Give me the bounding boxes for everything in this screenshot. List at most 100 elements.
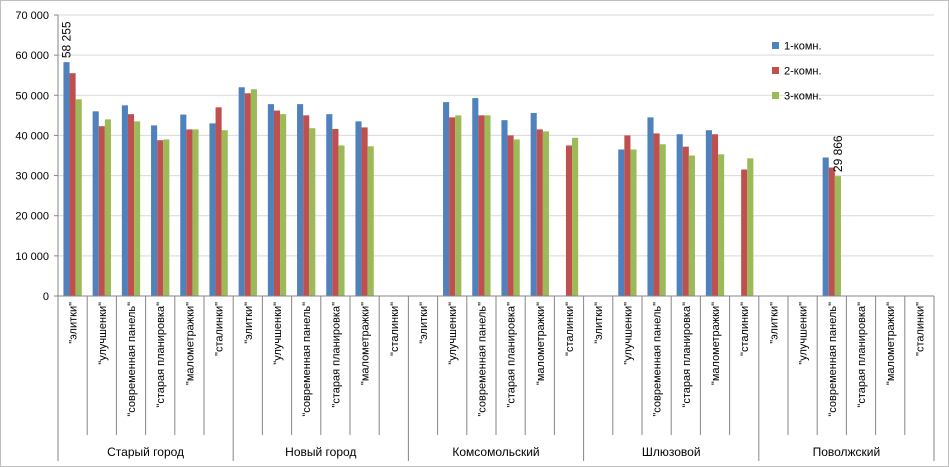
bar-3-komn: [688, 155, 695, 296]
bar-3-komn: [280, 114, 287, 296]
bar-1-komn: [238, 87, 245, 296]
bar-1-komn: [63, 62, 70, 297]
bar-2-komn: [244, 93, 251, 297]
category-label: "старая планировка": [506, 302, 518, 408]
category-label: "улучшенки": [798, 302, 810, 365]
bar-3-komn: [75, 99, 82, 296]
bar-2-komn: [303, 115, 310, 296]
legend-label: 3-комн.: [784, 91, 822, 103]
bar-2-komn: [624, 135, 631, 296]
category-label: "улучшенки": [97, 302, 109, 365]
y-tick-label: 40 000: [15, 130, 49, 142]
y-tick-label: 30 000: [15, 171, 49, 183]
bar-2-komn: [449, 117, 456, 296]
bar-2-komn: [565, 145, 573, 296]
bar-2-komn: [507, 135, 514, 296]
category-label: "элитки": [68, 302, 80, 344]
bar-3-komn: [630, 149, 637, 296]
bar-2-komn: [69, 73, 76, 296]
category-label: "современная панель": [652, 302, 664, 417]
bar-1-komn: [705, 130, 712, 296]
category-label: "старая планировка": [856, 302, 868, 408]
category-label: "современная панель": [827, 302, 839, 417]
y-tick-label: 70 000: [15, 10, 49, 22]
y-tick-label: 0: [43, 291, 49, 303]
bar-3-komn: [221, 130, 228, 296]
bar-2-komn: [653, 133, 660, 296]
y-tick-label: 50 000: [15, 90, 49, 102]
category-label: "элитки": [593, 302, 605, 344]
group-label: Поволжский: [813, 445, 881, 459]
category-label: "улучшенки": [622, 302, 634, 365]
category-label: "современная панель": [476, 302, 488, 417]
axes: 0 10 000 20 000 30 000 40 000 50 000 60 000 70 …: [15, 10, 935, 461]
data-label: 58 255: [60, 21, 74, 58]
category-label: "улучшенки": [447, 302, 459, 365]
category-label: "сталинки": [914, 302, 926, 356]
group-label: Старый город: [107, 445, 184, 459]
category-label: "старая планировка": [681, 302, 693, 408]
bar-1-komn: [647, 117, 654, 296]
bar-2-komn: [361, 127, 368, 297]
group-label: Комсомольский: [452, 445, 539, 459]
bar-3-komn: [834, 176, 841, 296]
bar-1-komn: [121, 105, 128, 296]
legend-swatch: [772, 92, 779, 99]
bar-1-komn: [297, 104, 304, 296]
category-label: "малометражки": [535, 302, 547, 385]
y-tick-label: 60 000: [15, 50, 49, 62]
category-label: "элитки": [243, 302, 255, 344]
bar-3-komn: [104, 119, 111, 296]
legend-swatch: [772, 42, 779, 49]
bar-2-komn: [127, 114, 135, 296]
bar-1-komn: [443, 102, 450, 296]
bar-2-komn: [682, 146, 689, 296]
bar-1-komn: [822, 157, 829, 296]
category-label: "старая планировка": [330, 302, 342, 408]
bar-3-komn: [367, 146, 374, 296]
bar-2-komn: [536, 129, 543, 296]
bar-1-komn: [501, 120, 508, 296]
group-label: Шлюзовой: [642, 445, 701, 459]
category-label: "элитки": [418, 302, 430, 344]
category-label: "сталинки": [564, 302, 576, 356]
bar-2-komn: [711, 134, 719, 296]
bar-1-komn: [151, 125, 158, 297]
labels: "элитки" "улучшенки" "современная панель" "…: [60, 21, 927, 459]
bar-3-komn: [338, 145, 345, 296]
bar-1-komn: [267, 104, 274, 296]
category-label: "современная панель": [126, 302, 138, 417]
category-label: "малометражки": [885, 302, 897, 385]
bar-1-komn: [92, 111, 99, 296]
bar-1-komn: [355, 121, 362, 296]
bar-3-komn: [572, 137, 579, 296]
bar-3-komn: [163, 139, 170, 296]
bar-3-komn: [718, 154, 725, 296]
bar-3-komn: [250, 89, 257, 296]
bar-2-komn: [186, 129, 193, 296]
category-label: "сталинки": [739, 302, 751, 356]
bar-3-komn: [192, 129, 199, 296]
bar-2-komn: [215, 107, 222, 296]
bar-3-komn: [134, 121, 141, 296]
bar-2-komn: [741, 169, 748, 296]
bar-1-komn: [472, 98, 479, 297]
data-label: 29 866: [831, 135, 845, 172]
gridlines: [58, 14, 934, 257]
y-tick-label: 20 000: [15, 211, 49, 223]
category-label: "малометражки": [710, 302, 722, 385]
legend: 1-комн. 2-комн. 3-комн.: [772, 41, 822, 103]
category-label: "малометражки": [184, 302, 196, 385]
bar-1-komn: [618, 149, 625, 296]
bar-3-komn: [484, 115, 491, 296]
bar-1-komn: [676, 134, 683, 296]
bar-1-komn: [180, 114, 187, 296]
bar-3-komn: [542, 131, 549, 296]
bar-2-komn: [273, 110, 281, 296]
group-label: Новый город: [285, 445, 356, 459]
bar-2-komn: [828, 167, 835, 296]
bar-1-komn: [209, 123, 216, 296]
y-tick-label: 10 000: [15, 251, 49, 263]
